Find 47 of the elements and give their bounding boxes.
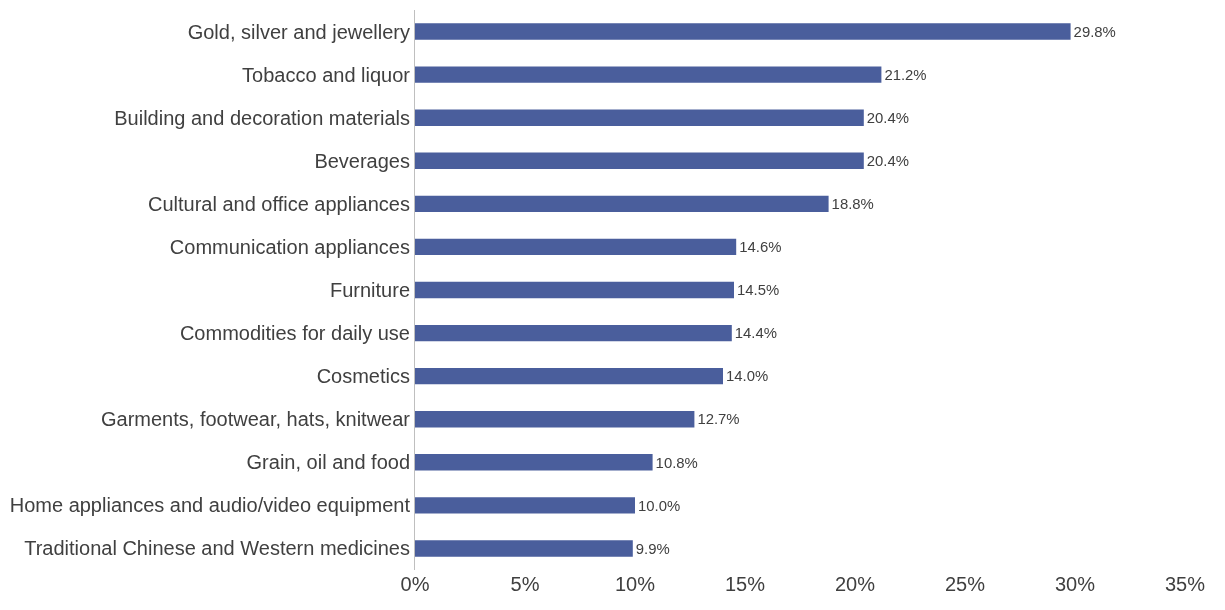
data-label: 20.4% bbox=[866, 152, 909, 169]
y-tick-label: Cultural and office appliances bbox=[147, 192, 410, 215]
bar bbox=[415, 540, 633, 557]
data-label: 21.2% bbox=[884, 66, 927, 83]
x-tick-label: 30% bbox=[1054, 573, 1096, 595]
bar bbox=[415, 281, 734, 299]
data-label: 20.4% bbox=[866, 109, 909, 126]
x-tick-label: 10% bbox=[614, 573, 656, 595]
y-tick-label: Communication appliances bbox=[169, 235, 410, 258]
y-tick-label: Commodities for daily use bbox=[179, 322, 410, 345]
data-label: 10.8% bbox=[655, 454, 698, 471]
bar bbox=[415, 454, 653, 471]
y-tick-label: Traditional Chinese and Western medicines bbox=[24, 537, 410, 560]
bar bbox=[415, 324, 732, 342]
bar bbox=[415, 152, 864, 169]
bar bbox=[415, 23, 1071, 40]
y-tick-label: Garments, footwear, hats, knitwear bbox=[100, 408, 411, 431]
y-tick-label: Grain, oil and food bbox=[246, 451, 410, 474]
x-tick-label: 25% bbox=[944, 573, 986, 595]
x-tick-label: 15% bbox=[724, 573, 766, 595]
y-tick-label: Building and decoration materials bbox=[114, 106, 410, 129]
bar bbox=[415, 238, 737, 256]
data-label: 9.9% bbox=[635, 540, 670, 557]
x-tick-label: 5% bbox=[510, 573, 540, 595]
data-label: 18.8% bbox=[831, 196, 874, 213]
data-label: 29.8% bbox=[1073, 23, 1116, 40]
y-tick-label: Home appliances and audio/video equipment bbox=[9, 494, 411, 517]
x-tick-label: 35% bbox=[1164, 573, 1206, 595]
x-tick-label: 0% bbox=[400, 573, 430, 595]
bar bbox=[415, 367, 723, 385]
bar bbox=[415, 109, 864, 126]
data-label: 10.0% bbox=[638, 497, 681, 514]
bar bbox=[415, 66, 882, 83]
y-tick-label: Beverages bbox=[314, 149, 410, 172]
bar bbox=[415, 497, 635, 514]
data-label: 14.4% bbox=[734, 325, 777, 342]
bar bbox=[415, 195, 829, 213]
y-tick-label: Furniture bbox=[329, 279, 410, 301]
bar bbox=[415, 411, 695, 428]
data-label: 12.7% bbox=[697, 411, 740, 428]
data-label: 14.0% bbox=[726, 368, 769, 385]
y-tick-label: Cosmetics bbox=[316, 365, 410, 388]
x-tick-label: 20% bbox=[834, 573, 876, 595]
y-tick-label: Gold, silver and jewellery bbox=[187, 20, 410, 43]
data-label: 14.6% bbox=[739, 239, 782, 256]
y-tick-label: Tobacco and liquor bbox=[242, 63, 411, 86]
data-label: 14.5% bbox=[737, 282, 780, 299]
